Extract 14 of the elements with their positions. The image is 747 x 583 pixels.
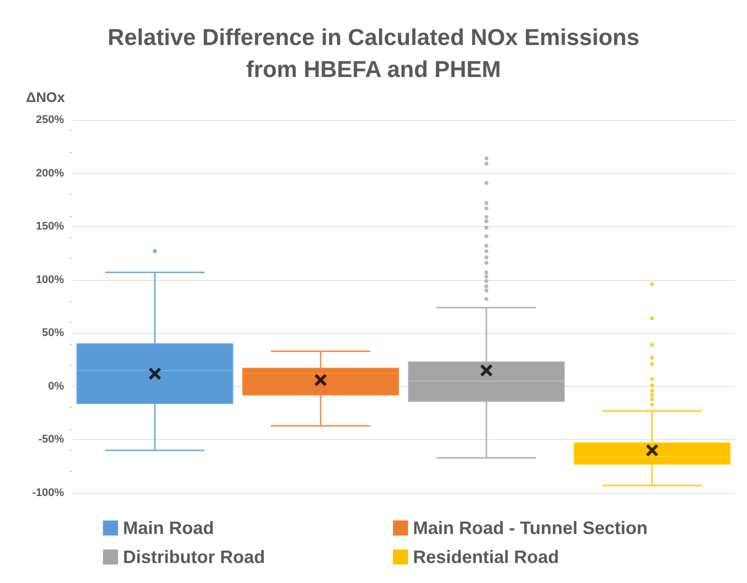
legend-label: Main Road - Tunnel Section (413, 518, 648, 538)
legend-label: Main Road (123, 518, 214, 538)
y-tick-label: 50% (42, 327, 64, 340)
legend-label: Residential Road (413, 547, 560, 567)
y-tick-label: 0% (48, 380, 64, 392)
y-tick-label: 200% (36, 167, 64, 180)
y-axis-title: ΔNOx (26, 89, 66, 105)
legend-label: Distributor Road (123, 547, 265, 567)
y-tick-label: 100% (36, 274, 64, 286)
y-tick-label: 150% (36, 220, 64, 233)
chart-title: Relative Difference in Calculated NOx Emissions from HBEFA and PHEM (108, 24, 640, 82)
y-tick-label: 250% (36, 114, 64, 126)
y-tick-label: -50% (38, 434, 64, 446)
y-tick-label: -100% (32, 487, 64, 499)
